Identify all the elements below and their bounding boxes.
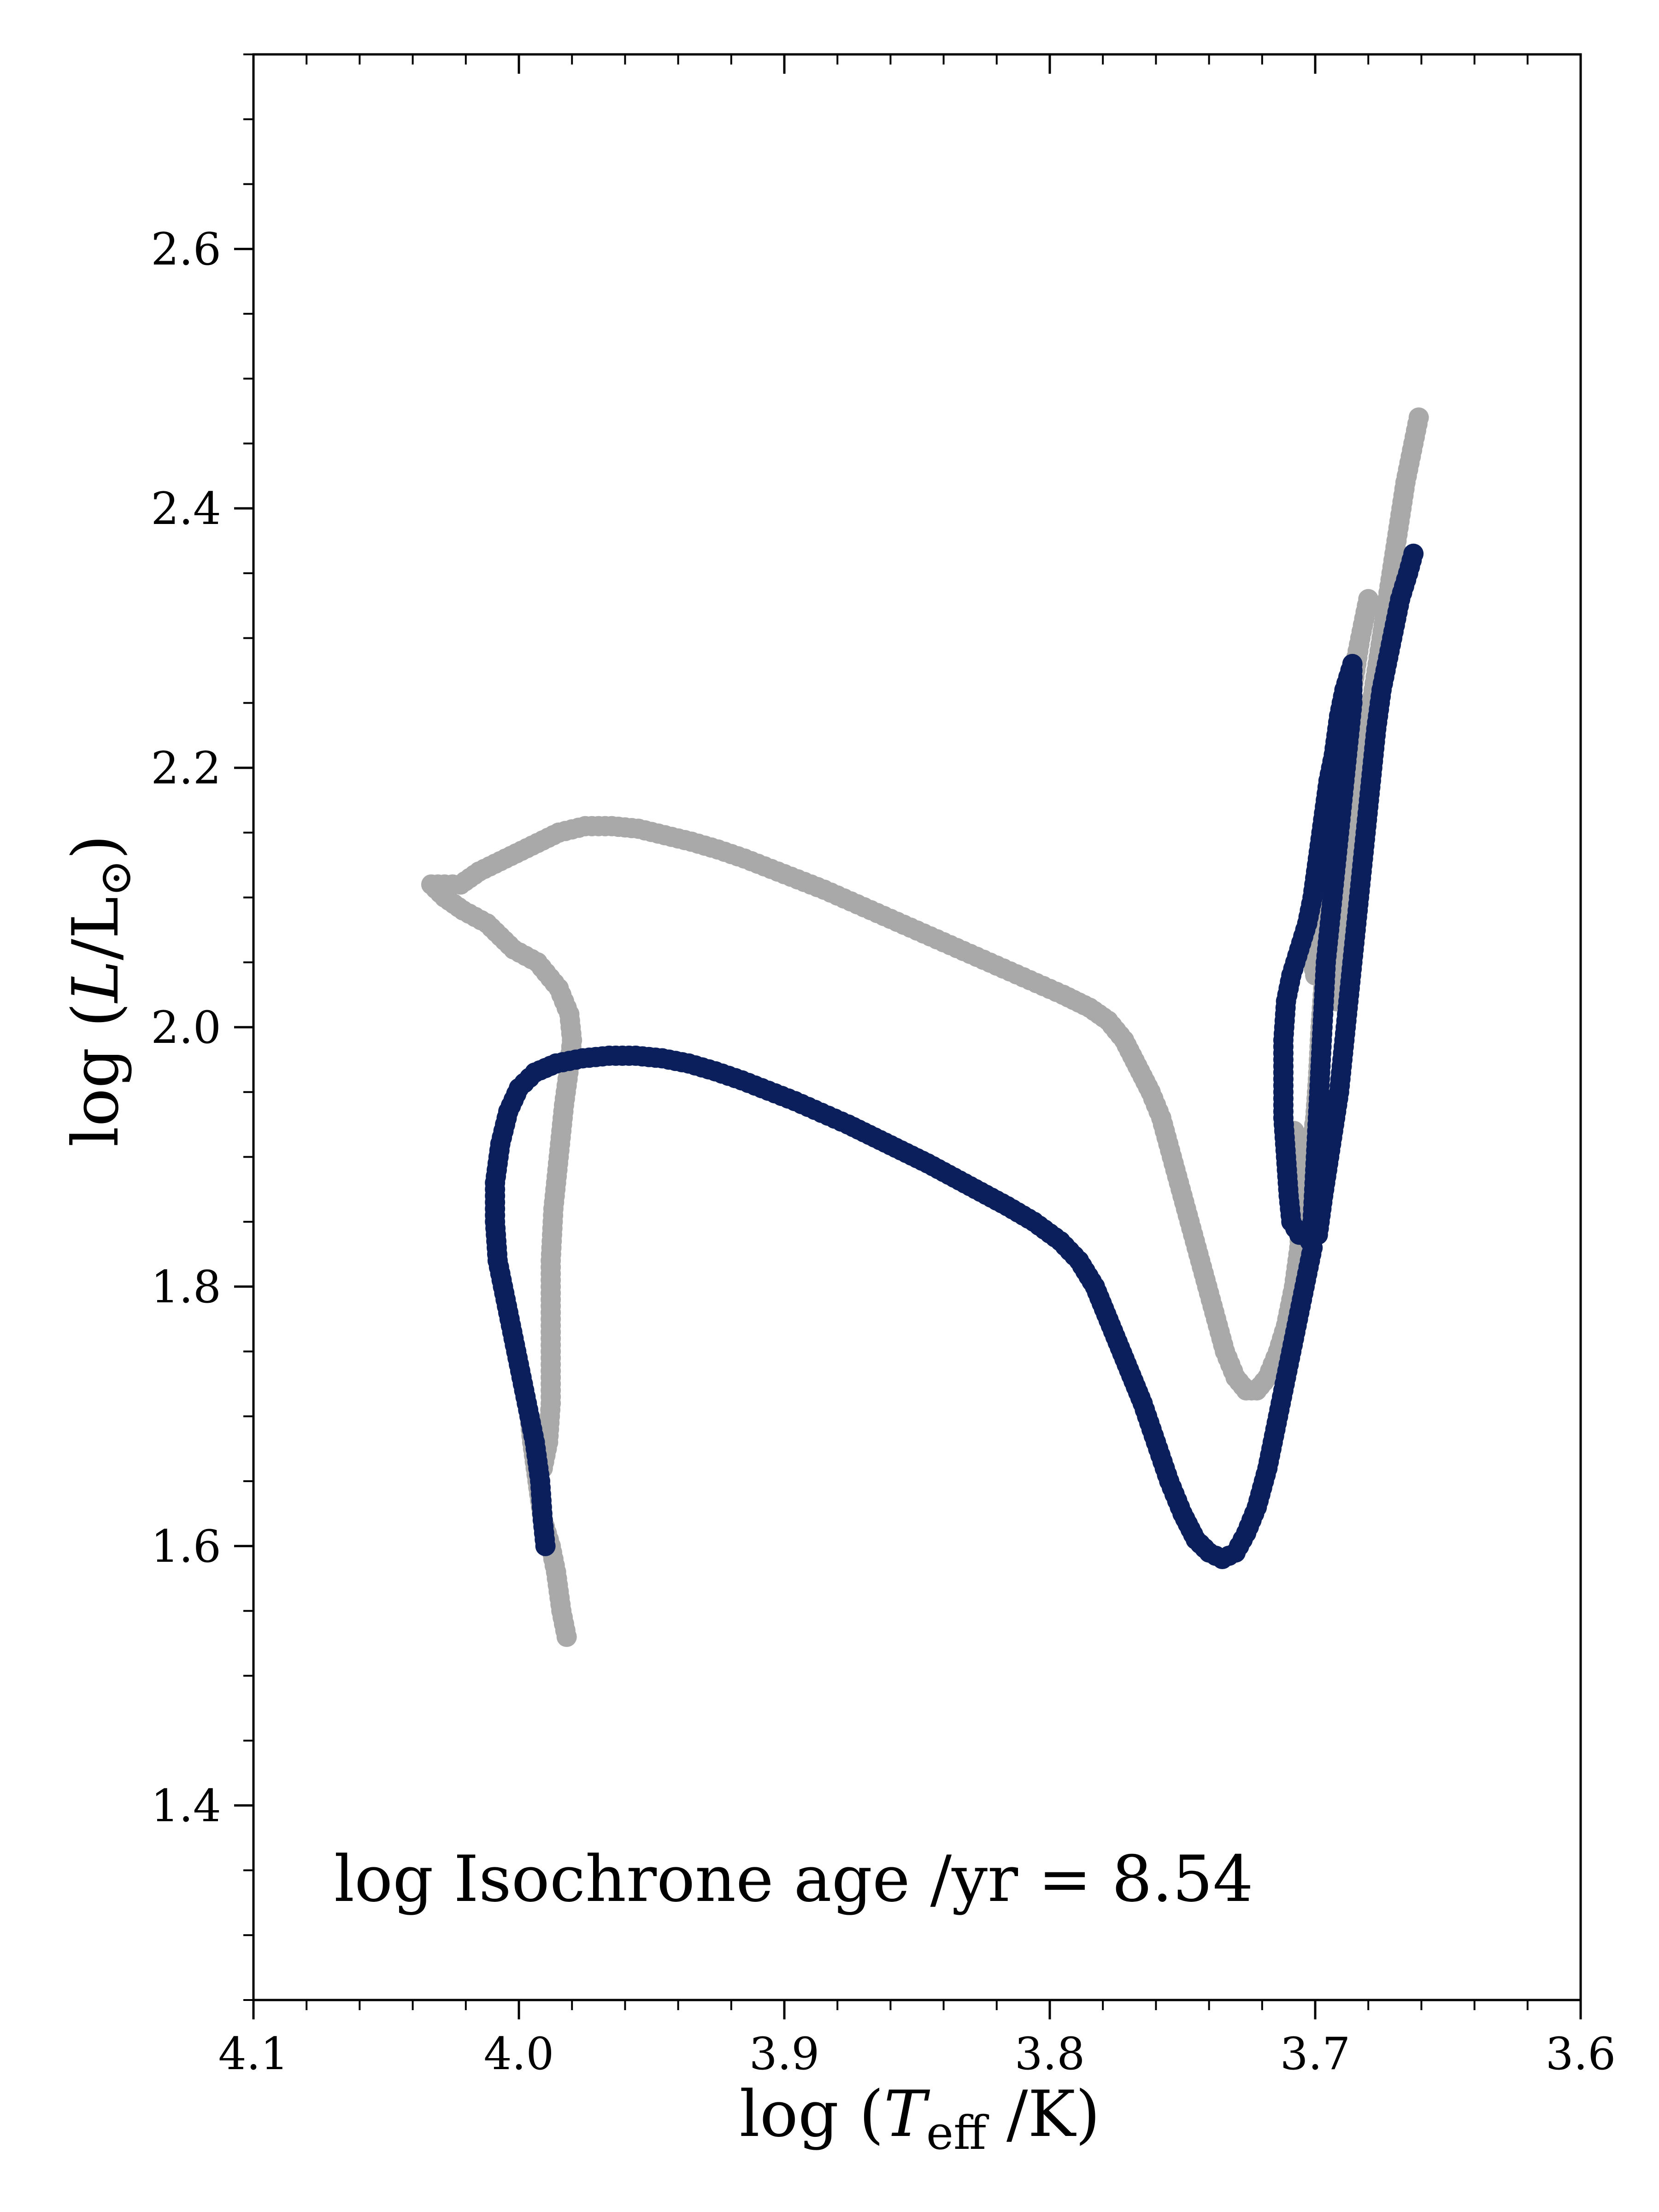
y-tick-label: 2.2: [151, 742, 221, 794]
x-tick-label: 3.9: [749, 2028, 820, 2080]
y-axis-label: log (L/L⊙): [59, 835, 141, 1147]
x-tick-label: 3.7: [1280, 2028, 1351, 2080]
x-axis: 4.1 4.0 3.9 3.8 3.7 3.6: [218, 54, 1616, 2080]
x-tick-label: 4.0: [484, 2028, 554, 2080]
x-axis-label: log (Teff /K): [740, 2077, 1100, 2160]
y-label-middle: /L: [59, 897, 133, 960]
y-label-symbol: L: [59, 960, 133, 1004]
y-tick-label: 1.6: [151, 1521, 221, 1572]
y-tick-label: 2.6: [151, 224, 221, 275]
x-tick-label: 3.8: [1015, 2028, 1085, 2080]
x-label-prefix: log (: [740, 2077, 884, 2151]
series-layer: [421, 407, 1429, 1647]
x-label-symbol: T: [884, 2077, 930, 2151]
y-tick-label: 1.4: [151, 1780, 221, 1832]
y-tick-label: 2.4: [151, 483, 221, 535]
series-2-point: [1403, 543, 1424, 564]
series-1-point: [1408, 407, 1429, 428]
series-1: [421, 407, 1429, 1647]
x-tick-label: 3.6: [1546, 2028, 1616, 2080]
x-label-subscript: eff: [926, 2106, 989, 2160]
series-2: [485, 543, 1424, 1570]
x-tick-label: 4.1: [218, 2028, 289, 2080]
y-label-suffix: ): [59, 835, 133, 859]
y-label-sun: ⊙: [89, 859, 141, 896]
isochrone-age-annotation: log Isochrone age /yr = 8.54: [334, 1842, 1253, 1916]
y-label-prefix: log (: [59, 1002, 133, 1147]
y-tick-label: 1.8: [151, 1261, 221, 1313]
y-axis: 1.4 1.6 1.8 2.0 2.2 2.4 2.6: [151, 53, 253, 2001]
y-tick-label: 2.0: [151, 1002, 221, 1053]
x-label-suffix: /K): [986, 2077, 1100, 2151]
